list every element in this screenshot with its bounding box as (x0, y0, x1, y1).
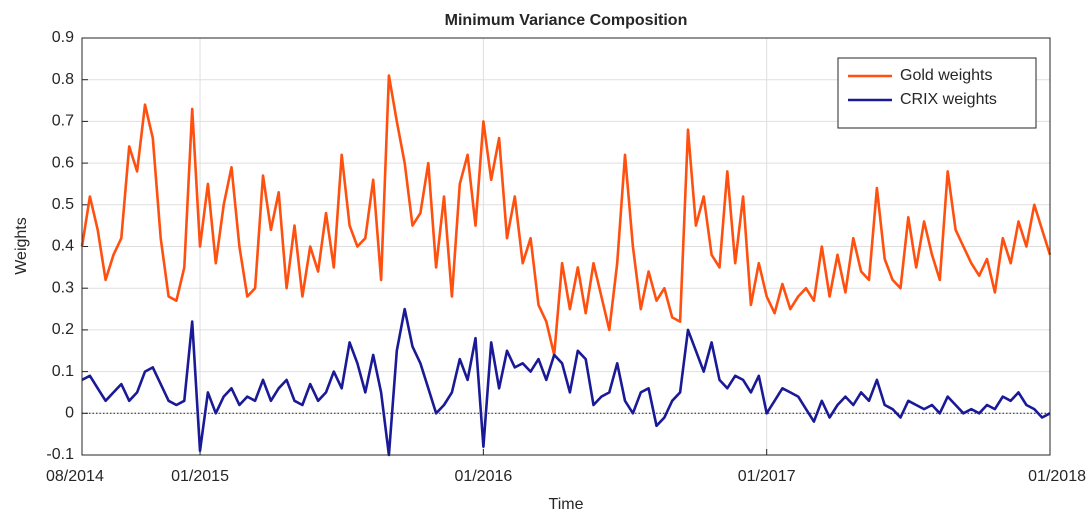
legend-label: Gold weights (900, 67, 993, 84)
y-tick-label: 0.4 (52, 238, 74, 255)
y-axis-label: Weights (13, 217, 30, 275)
series-line (80, 74, 1052, 357)
y-tick-label: 0.7 (52, 113, 74, 130)
y-tick-label: 0.2 (52, 321, 74, 338)
x-tick-label: 01/2015 (171, 468, 229, 485)
chart-title: Minimum Variance Composition (445, 12, 688, 29)
x-tick-label: 01/2016 (454, 468, 512, 485)
series-line (81, 307, 1051, 457)
y-tick-label: 0.6 (52, 154, 74, 171)
x-tick-label: 01/2018 (1028, 468, 1086, 485)
plot-border (81, 37, 1051, 456)
x-tick-label: 08/2014 (46, 468, 104, 485)
y-tick-label: -0.1 (46, 446, 74, 463)
legend-box (837, 57, 1037, 129)
y-tick-label: 0.9 (52, 29, 74, 46)
y-tick-label: 0.1 (52, 363, 74, 380)
y-tick-label: 0 (65, 405, 74, 422)
y-tick-label: 0.5 (52, 196, 74, 213)
x-tick-label: 01/2017 (738, 468, 796, 485)
legend-label: CRIX weights (900, 91, 997, 108)
x-axis-label: Time (549, 496, 584, 513)
y-tick-label: 0.3 (52, 279, 74, 296)
y-tick-label: 0.8 (52, 71, 74, 88)
